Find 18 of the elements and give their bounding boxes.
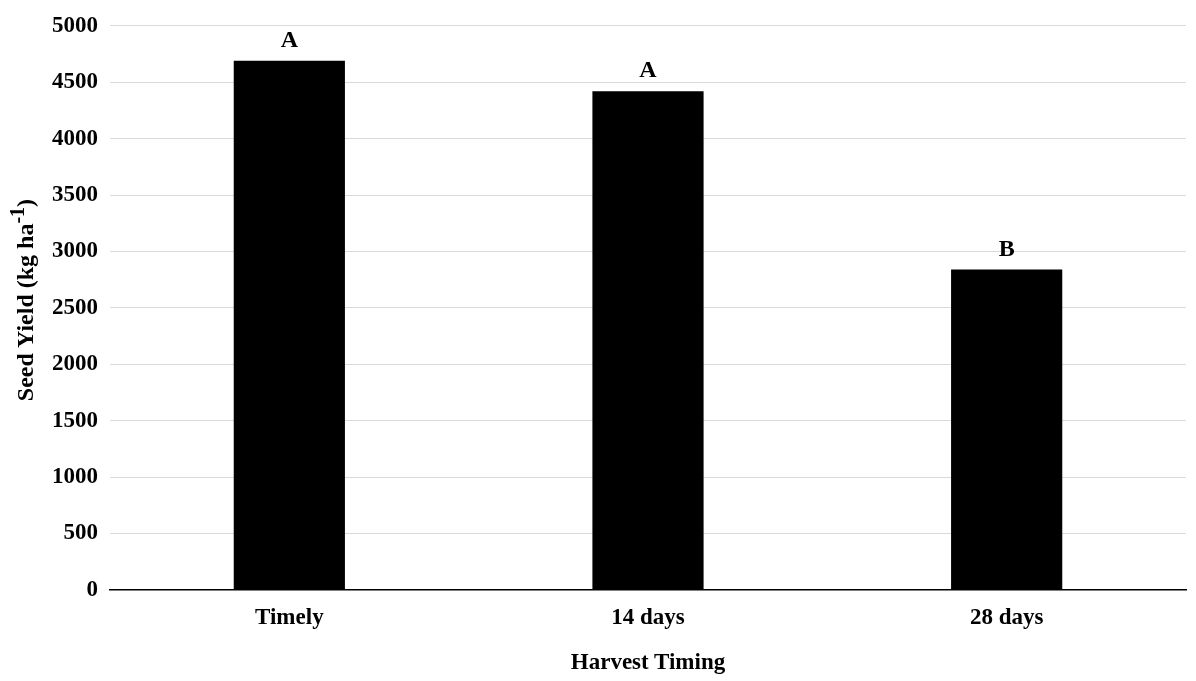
y-tick-label: 1500 <box>52 406 98 432</box>
x-tick-label: 14 days <box>611 603 685 629</box>
y-tick-label: 3000 <box>52 237 98 263</box>
y-tick-label: 4500 <box>52 68 98 94</box>
y-tick-label: 4000 <box>52 124 98 150</box>
y-tick-label: 500 <box>63 519 98 545</box>
y-tick-label: 2000 <box>52 350 98 376</box>
annotation: A <box>280 25 299 52</box>
x-tick-label: 28 days <box>969 603 1044 629</box>
y-tick-label: 0 <box>86 575 98 601</box>
annotation: A <box>639 56 658 83</box>
x-tick-label: Timely <box>255 603 325 629</box>
y-tick-label: 3500 <box>52 180 98 206</box>
annotation: B <box>998 234 1015 261</box>
y-tick-label: 5000 <box>52 11 98 37</box>
y-tick-label: 1000 <box>52 462 98 488</box>
x-axis-title: Harvest Timing <box>570 649 726 675</box>
y-tick-label: 2500 <box>52 293 98 319</box>
